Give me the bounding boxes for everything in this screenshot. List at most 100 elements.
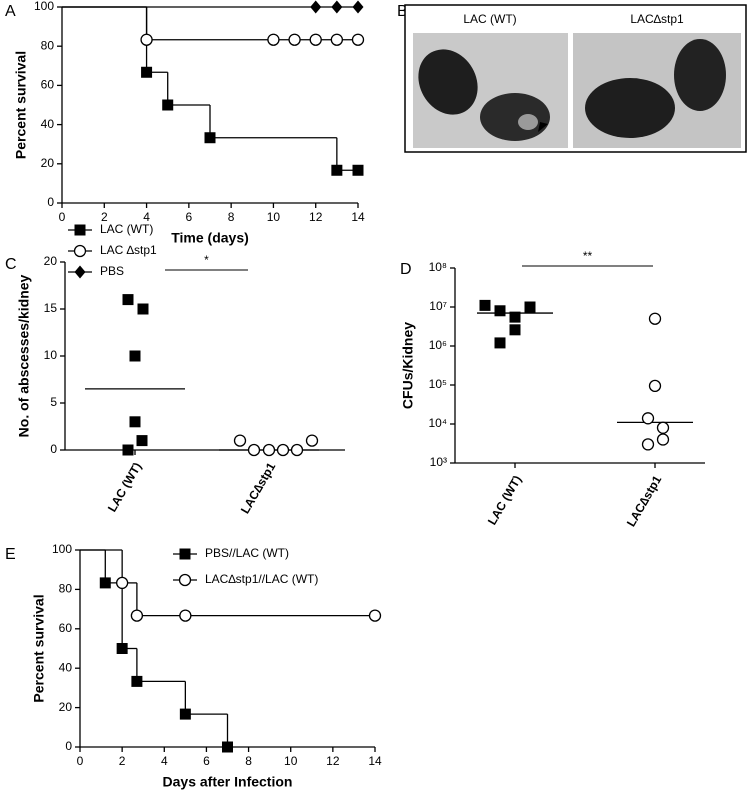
marker bbox=[122, 294, 134, 306]
y-axis-title: Percent survival bbox=[31, 594, 47, 702]
marker bbox=[179, 609, 192, 622]
legend-label: LAC ∆stp1 bbox=[100, 243, 157, 257]
y-tick-label: 0 bbox=[47, 195, 54, 209]
y-tick-label: 100 bbox=[52, 542, 72, 556]
arrowhead bbox=[538, 122, 548, 132]
marker bbox=[352, 0, 364, 14]
y-tick-label: 100 bbox=[34, 0, 54, 13]
marker bbox=[262, 443, 276, 457]
panel-letter: B bbox=[397, 3, 408, 20]
marker bbox=[288, 33, 301, 46]
y-tick-label: 40 bbox=[41, 117, 55, 131]
x-tick-label: 4 bbox=[143, 210, 150, 224]
significance-label: * bbox=[204, 253, 209, 267]
x-tick-label: 8 bbox=[245, 754, 252, 768]
marker bbox=[137, 303, 149, 315]
x-tick-label: 14 bbox=[351, 210, 365, 224]
x-axis-title: Time (days) bbox=[171, 230, 249, 246]
y-tick-label: 80 bbox=[41, 38, 55, 52]
marker bbox=[99, 577, 111, 589]
y-tick-label: 5 bbox=[50, 395, 57, 409]
marker bbox=[115, 576, 129, 590]
y-tick-label: 0 bbox=[50, 442, 57, 456]
marker bbox=[524, 301, 536, 313]
y-axis-title: CFUs/Kidney bbox=[400, 322, 416, 409]
y-tick-label: 10⁸ bbox=[429, 260, 447, 274]
x-tick-label: 10 bbox=[284, 754, 298, 768]
marker bbox=[656, 421, 670, 434]
kidney bbox=[418, 49, 478, 115]
y-axis-title: No. of abscesses/kidney bbox=[16, 274, 32, 437]
y-tick-label: 20 bbox=[44, 254, 58, 268]
x-tick-label: 0 bbox=[59, 210, 66, 224]
marker bbox=[641, 438, 655, 451]
x-tick-label: 12 bbox=[326, 754, 340, 768]
x-tick-label: 6 bbox=[203, 754, 210, 768]
photo-label: LAC (WT) bbox=[463, 12, 516, 26]
panel-letter: C bbox=[5, 256, 17, 273]
marker bbox=[122, 444, 134, 456]
marker bbox=[233, 434, 247, 447]
marker bbox=[267, 33, 280, 46]
legend-marker bbox=[74, 224, 86, 236]
marker bbox=[648, 312, 662, 325]
marker bbox=[310, 0, 322, 14]
legend-label: LAC∆stp1//LAC (WT) bbox=[205, 572, 318, 586]
marker bbox=[352, 164, 364, 176]
marker bbox=[648, 379, 662, 393]
y-tick-label: 20 bbox=[59, 700, 73, 714]
marker bbox=[305, 434, 319, 447]
y-tick-label: 60 bbox=[59, 621, 73, 635]
marker bbox=[494, 337, 506, 349]
photo-label: LAC∆stp1 bbox=[630, 12, 684, 26]
marker bbox=[368, 609, 382, 622]
x-tick-label: 0 bbox=[77, 754, 84, 768]
legend-label: LAC (WT) bbox=[100, 222, 153, 236]
marker bbox=[247, 443, 261, 457]
x-tick-label: LAC∆stp1 bbox=[238, 460, 279, 516]
x-tick-label: 2 bbox=[119, 754, 126, 768]
marker bbox=[276, 443, 290, 457]
marker bbox=[140, 33, 153, 46]
marker bbox=[331, 0, 343, 14]
marker bbox=[351, 33, 365, 46]
y-tick-label: 0 bbox=[65, 739, 72, 753]
kidney bbox=[480, 93, 550, 141]
x-axis-title: Days after Infection bbox=[163, 774, 293, 790]
y-axis-title: Percent survival bbox=[13, 51, 29, 159]
y-tick-label: 20 bbox=[41, 156, 55, 170]
y-tick-label: 80 bbox=[59, 582, 73, 596]
y-tick-label: 10⁷ bbox=[429, 299, 447, 313]
panel-letter: A bbox=[5, 3, 16, 20]
marker bbox=[204, 132, 216, 144]
x-tick-label: 8 bbox=[228, 210, 235, 224]
x-tick-label: 2 bbox=[101, 210, 108, 224]
marker bbox=[290, 443, 304, 457]
legend-marker bbox=[74, 265, 86, 279]
y-tick-label: 10⁶ bbox=[429, 338, 447, 352]
y-tick-label: 10⁴ bbox=[428, 416, 447, 430]
legend-label: PBS//LAC (WT) bbox=[205, 546, 289, 560]
panel-letter: E bbox=[5, 546, 16, 563]
marker bbox=[131, 675, 143, 687]
kidney bbox=[674, 39, 726, 111]
marker bbox=[130, 609, 144, 622]
marker bbox=[129, 416, 141, 428]
marker bbox=[162, 99, 174, 111]
y-tick-label: 15 bbox=[44, 301, 58, 315]
x-tick-label: LAC∆stp1 bbox=[624, 473, 665, 529]
marker bbox=[656, 433, 670, 446]
y-tick-label: 60 bbox=[41, 78, 55, 92]
marker bbox=[129, 350, 141, 362]
marker bbox=[331, 164, 343, 176]
x-tick-label: LAC (WT) bbox=[485, 473, 524, 527]
marker bbox=[494, 305, 506, 317]
kidney bbox=[585, 78, 675, 138]
abscess bbox=[518, 114, 538, 130]
y-tick-label: 10⁵ bbox=[429, 377, 447, 391]
marker bbox=[136, 435, 148, 447]
x-tick-label: LAC (WT) bbox=[105, 460, 144, 514]
x-tick-label: 4 bbox=[161, 754, 168, 768]
legend-marker bbox=[179, 548, 191, 560]
